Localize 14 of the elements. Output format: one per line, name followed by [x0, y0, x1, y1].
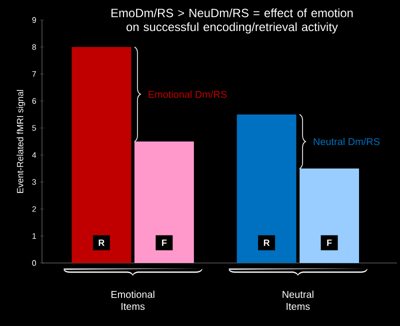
bar: [134, 142, 194, 263]
annotation: Neutral Dm/RS: [314, 138, 380, 146]
text: R: [264, 240, 270, 246]
chart-title: EmoDm/RS > NeuDm/RS = effect of emotion on successful encoding/retrieval activity: [112, 8, 353, 34]
text: F: [327, 240, 332, 246]
annotation: Emotional Dm/RS: [148, 90, 227, 98]
bar: [300, 168, 360, 263]
x-tick-label: Emotional Items: [111, 290, 154, 310]
series-label: F: [162, 240, 167, 246]
series-label: R: [98, 240, 104, 246]
bar: [236, 114, 296, 263]
bar: [72, 47, 132, 263]
y-axis-title: Event-Related fMRI signal: [16, 90, 26, 193]
x-tick-label: Neutral Items: [282, 290, 314, 310]
